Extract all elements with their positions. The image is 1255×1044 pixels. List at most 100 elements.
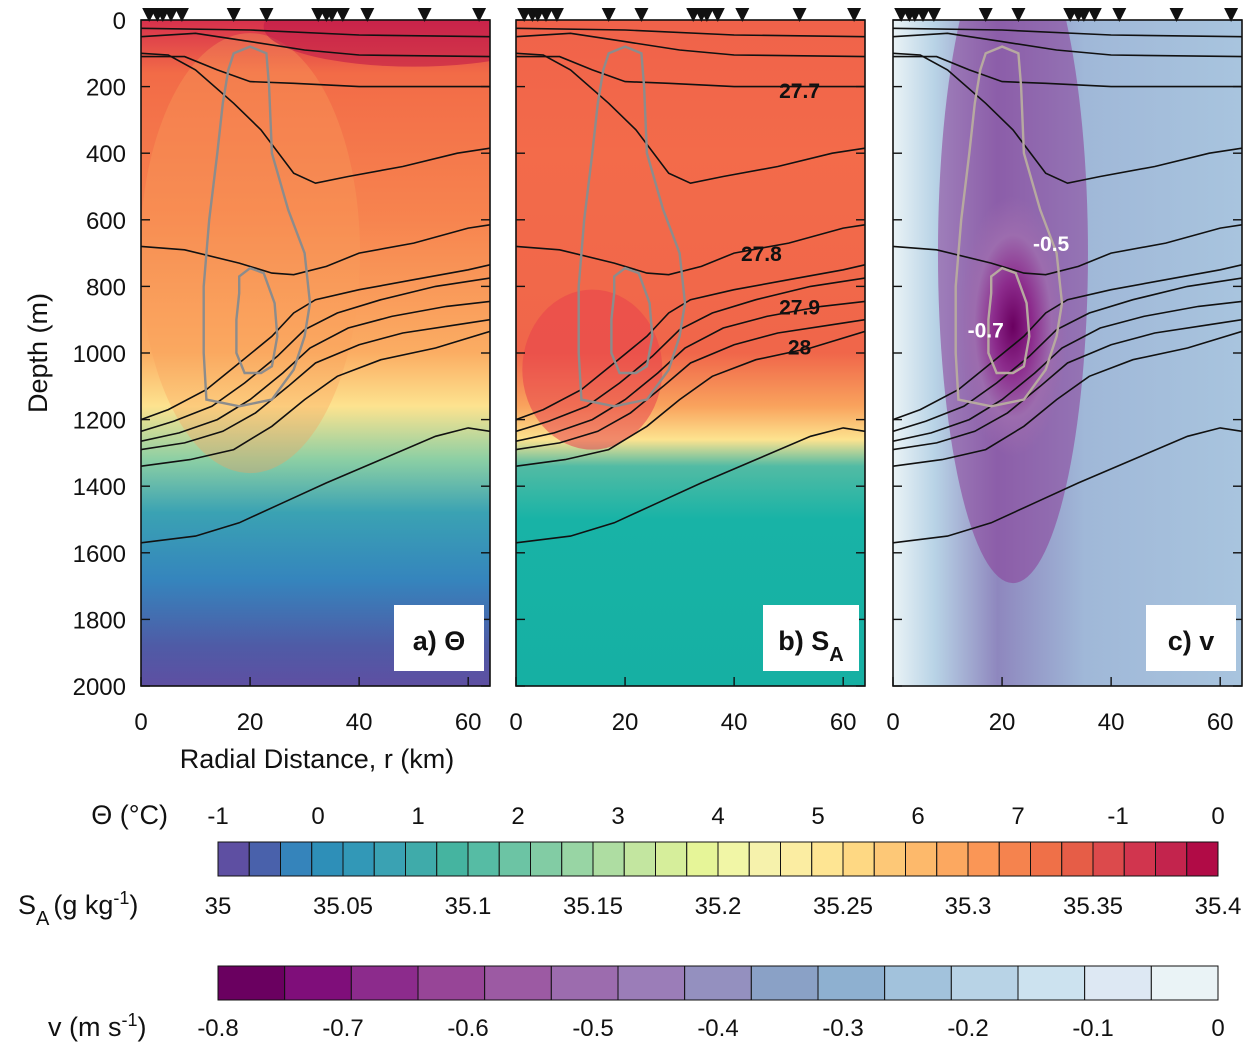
theta-colorbar-tick: 0 [311,803,324,830]
station-marker [1011,8,1026,22]
velocity-colorbar-swatch [684,965,752,1001]
panel-theta: a) Θ [140,8,491,687]
velocity-colorbar-tick: -0.5 [572,1015,613,1042]
station-marker [1112,8,1127,22]
velocity-colorbar-swatch [950,965,1019,1001]
salinity-colorbar-tick: 35.3 [945,893,992,920]
velocity-colorbar-label: v (m s-1) [48,1010,147,1042]
velocity-label-superscript: -1 [122,1010,138,1030]
velocity-colorbar-swatch [484,965,552,1001]
theta-colorbar-swatch [873,841,906,877]
salinity-label-unit: (g kg [53,890,113,920]
isopycnal-contour [516,55,865,88]
velocity-colorbar-swatch [284,965,352,1001]
theta-colorbar-swatch [967,841,1000,877]
salinity-label-superscript: -1 [113,888,129,908]
velocity-colorbar-swatch [617,965,686,1001]
velocity-colorbar-tick: -0.7 [322,1015,363,1042]
velocity-colorbar-tick: -0.8 [197,1015,238,1042]
isopycnal-contour [516,27,865,38]
theta-colorbar-swatch [498,841,531,877]
velocity-colorbar-swatch [1084,965,1152,1001]
theta-colorbar-swatch [1155,841,1188,877]
salinity-colorbar-tick: 35 [205,893,232,920]
theta-colorbar-swatch [998,841,1031,877]
velocity-label-close: ) [138,1012,147,1042]
colorbars: -1 0 1 2 3 4 5 6 7 -1 0 Θ (°C) 35 35.05 35.1 35.15 35.2 3… [18,800,1241,1042]
y-tick-label: 2000 [73,674,126,701]
station-marker [699,8,714,22]
isopycnal-contour [141,224,490,276]
theta-colorbar-swatch [655,841,688,877]
y-tick-label: 1200 [73,408,126,435]
theta-colorbar-swatch [1123,841,1156,877]
x-tick-label: 60 [1207,709,1234,736]
station-marker [335,8,350,22]
panel-label-box [1146,605,1236,671]
theta-colorbar-swatch [592,841,625,877]
station-marker [634,8,649,22]
station-marker [549,8,564,22]
y-tick-label: 600 [86,208,126,235]
salinity-colorbar-tick: 35.25 [813,893,873,920]
x-tick-label: 20 [237,709,264,736]
velocity-label: -0.7 [968,320,1004,343]
velocity-colorbar-tick: 0 [1211,1015,1224,1042]
x-tick-label: 60 [830,709,857,736]
isopycnal-contour [141,27,490,38]
station-marker [324,8,339,22]
field-background [141,20,490,686]
x-tick-label: 60 [455,709,482,736]
isopycnal-contour [141,55,490,88]
velocity-contour-inner [987,266,1031,375]
isopycnal-contour [516,330,865,467]
velocity-colorbar-tick: -0.3 [822,1015,863,1042]
velocity-colorbar-swatch [750,965,819,1001]
panel-velocity: c) v -0.5 -0.7 [892,8,1243,687]
panel-label-box [394,605,484,671]
x-tick-label: 0 [886,709,899,736]
theta-colorbar-tick: 2 [511,803,524,830]
x-axis-label: Radial Distance, r (km) [180,744,455,774]
theta-colorbar-swatch [405,841,438,877]
theta-colorbar-swatch [811,841,844,877]
y-tick-label: 1600 [73,541,126,568]
theta-colorbar-tick: 4 [711,803,724,830]
salty-core [522,289,663,450]
x-tick-label: 40 [721,709,748,736]
velocity-contour-outer [202,45,312,408]
x-tick-label: 0 [509,709,522,736]
isopycnal-contour [893,277,1242,433]
theta-colorbar-swatch [748,841,781,877]
salinity-label-subscript: A [36,908,50,930]
isopycnal-contour [893,427,1242,544]
theta-colorbar-swatch [467,841,500,877]
salinity-colorbar-tick: 35.4 [1195,893,1242,920]
station-marker [926,8,941,22]
salinity-colorbar-tick: 35.35 [1063,893,1123,920]
station-marker [978,8,993,22]
station-marker [915,8,930,22]
isopycnal-contour [893,32,1242,58]
isopycnal-contour [893,27,1242,38]
station-marker [1224,8,1239,22]
velocity-contour-outer [954,45,1064,408]
velocity-label: -0.5 [1033,233,1070,256]
station-marker [847,8,862,22]
x-axis-ticks: 0 20 40 60 0 20 40 60 0 20 40 60 [134,709,1233,736]
velocity-colorbar-swatch [884,965,952,1001]
theta-colorbar-swatch [1092,841,1125,877]
isopycnal-contour [141,318,490,451]
isopycnal-contour [516,264,865,421]
isopycnal-contour [893,318,1242,451]
isopycnal-contour [141,52,490,185]
theta-colorbar-tick: 1 [411,803,424,830]
isopycnal-contour [893,224,1242,276]
x-tick-label: 20 [612,709,639,736]
isopycnal-contour [516,427,865,544]
isopycnal-label: 28 [788,336,812,359]
isopycnal-label: 27.9 [779,296,820,319]
station-marker [538,8,553,22]
